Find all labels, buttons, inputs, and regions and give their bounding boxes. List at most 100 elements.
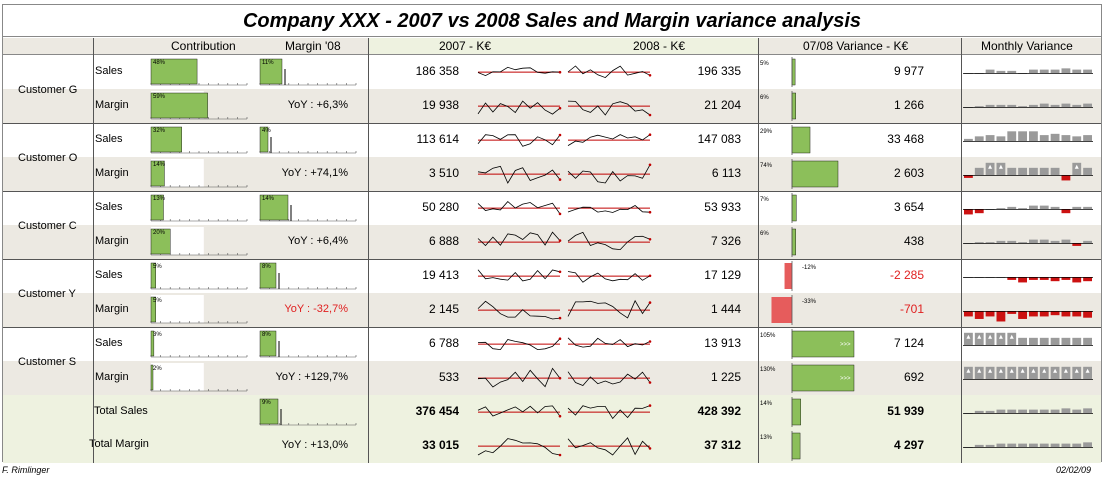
sparkline-2007-end-point — [558, 212, 562, 216]
variance-bar-label: -33% — [802, 299, 817, 305]
sparkline-2008 — [567, 163, 652, 184]
sparkline-2007-end-point — [558, 106, 562, 110]
monthly-variance-bar — [1007, 167, 1017, 176]
monthly-variance — [963, 239, 1093, 246]
monthly-variance-bar — [996, 70, 1006, 74]
monthly-variance-bar — [1083, 206, 1092, 210]
report-frame: Company XXX - 2007 vs 2008 Sales and Mar… — [2, 4, 1102, 463]
row-label: Sales — [95, 65, 123, 77]
monthly-variance-bar — [1018, 337, 1027, 346]
monthly-variance — [963, 276, 1093, 283]
sparkline-2008-end-point — [648, 210, 652, 214]
variance-bar-bar — [771, 297, 792, 323]
monthly-variance-bar — [996, 104, 1006, 108]
monthly-variance-bar — [1061, 135, 1071, 142]
sparkline-2008-trend-line — [567, 337, 651, 348]
monthly-variance-cap-arrow — [1031, 368, 1036, 373]
monthly-variance-bar — [985, 69, 995, 74]
row-label: Margin — [95, 167, 129, 179]
monthly-variance-cap-arrow — [1074, 164, 1079, 169]
margin-bar-fill — [259, 398, 279, 425]
yoy-value: YoY : +129,7% — [275, 371, 348, 383]
header-2008: 2008 - K€ — [633, 39, 686, 53]
monthly-variance-bar — [1007, 311, 1017, 314]
variance-bar: 6% — [760, 91, 796, 121]
monthly-variance-bar — [1050, 366, 1060, 380]
monthly-variance-bar — [964, 366, 973, 380]
table-row: Margin 20% YoY : +6,4% 6 888 7 326 6% 438 — [3, 225, 1101, 259]
monthly-variance-cap-arrow — [977, 368, 982, 373]
variance-bar: -33% — [771, 295, 817, 325]
monthly-variance — [963, 366, 1093, 380]
variance-bar-bar — [791, 330, 855, 358]
sparkline-2008 — [567, 65, 652, 79]
variance-value: 51 939 — [887, 404, 924, 418]
contribution-bar-label: 5% — [153, 264, 162, 270]
monthly-variance-bar — [1072, 206, 1082, 210]
variance-bar: 14% — [760, 397, 801, 427]
sparkline-2008 — [567, 404, 652, 420]
monthly-variance-bar — [1050, 409, 1060, 414]
sparkline-2007-end-point — [558, 239, 562, 242]
monthly-variance-bar — [985, 242, 995, 244]
monthly-variance-bar — [1050, 443, 1060, 448]
monthly-variance-cap-arrow — [977, 334, 982, 339]
variance-value: 33 468 — [887, 132, 924, 146]
sparkline-2008-end-point — [648, 404, 652, 407]
yoy-value: YoY : +13,0% — [281, 439, 348, 451]
variance-value: 438 — [903, 234, 924, 248]
monthly-variance-bar — [1061, 337, 1071, 346]
yoy-value: YoY : +74,1% — [281, 167, 348, 179]
margin-bar-label: 9% — [262, 400, 271, 406]
sparkline-2007 — [477, 100, 562, 115]
sparkline-2008-end-point — [648, 74, 652, 77]
sparkline-2007-end-point — [558, 337, 562, 340]
monthly-variance — [963, 310, 1093, 322]
sparkline-2007 — [477, 231, 562, 247]
monthly-variance-bar — [1007, 366, 1017, 380]
monthly-variance-bar — [1072, 409, 1082, 414]
monthly-variance — [963, 408, 1093, 414]
monthly-variance-cap-arrow — [998, 334, 1003, 339]
row-label: Sales — [95, 201, 123, 213]
contribution-bar-bar — [150, 92, 208, 119]
row-label: Margin — [95, 235, 129, 247]
monthly-variance-bar — [1083, 311, 1092, 318]
monthly-variance-bar — [1018, 311, 1027, 319]
monthly-variance-bar — [1061, 209, 1071, 214]
sparkline-2008-end-point — [648, 381, 652, 384]
contribution-bar: 3% — [150, 330, 248, 358]
contribution-bar-bar — [150, 160, 165, 187]
sparkline-2007-end-point — [558, 453, 562, 457]
contribution-bar: 14% — [150, 159, 248, 188]
margin-bar-fill — [259, 58, 283, 85]
variance-bar-label: 105% — [760, 333, 776, 339]
sparkline-2007-trend-line — [477, 338, 561, 351]
monthly-variance-bar — [996, 366, 1006, 380]
margin-bar-label: 4% — [262, 128, 271, 134]
variance-bar-bar — [791, 228, 796, 256]
monthly-variance-bar — [996, 332, 1006, 346]
monthly-variance-cap-arrow — [1074, 368, 1079, 373]
monthly-variance-bar — [1018, 242, 1027, 244]
row-label: Total Margin — [89, 438, 149, 450]
monthly-variance-bar — [1018, 366, 1027, 380]
row-label: Margin — [95, 371, 129, 383]
monthly-variance — [963, 162, 1093, 181]
variance-value: -2 285 — [889, 268, 924, 282]
row-separator — [3, 191, 1101, 192]
monthly-variance-bar — [1029, 205, 1038, 210]
customer-name: Customer C — [18, 220, 77, 232]
monthly-variance-bar — [1061, 443, 1071, 448]
monthly-variance-bar — [1083, 442, 1092, 448]
sparkline-2007-trend-line — [477, 100, 561, 115]
monthly-variance-bar — [1007, 332, 1017, 346]
monthly-variance-bar — [1050, 104, 1060, 108]
contribution-bar-label: 32% — [153, 128, 166, 134]
page-title: Company XXX - 2007 vs 2008 Sales and Mar… — [3, 5, 1101, 37]
monthly-variance-bar — [985, 311, 995, 317]
variance-bar-bar — [791, 194, 797, 222]
sparkline-2008 — [567, 337, 652, 348]
sparkline-2008 — [567, 231, 652, 251]
table-row: Margin 14% YoY : +74,1% 3 510 6 113 74% 2 603 — [3, 157, 1101, 191]
